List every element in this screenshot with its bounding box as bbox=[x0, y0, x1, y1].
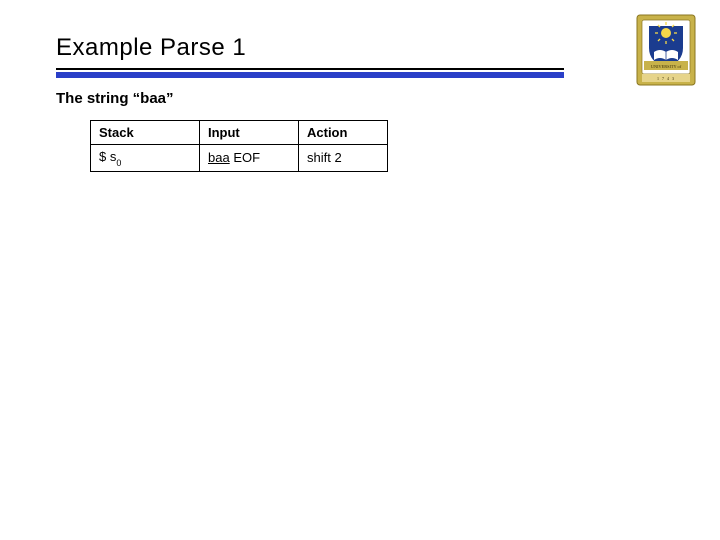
cell-action: shift 2 bbox=[299, 145, 388, 172]
col-header-stack: Stack bbox=[91, 121, 200, 145]
input-underlined: baa bbox=[208, 150, 230, 165]
stack-subscript: 0 bbox=[116, 158, 121, 168]
title-rule-thick bbox=[56, 72, 564, 78]
table-row: $ s0 baa EOF shift 2 bbox=[91, 145, 388, 172]
title-rule-thin bbox=[56, 68, 564, 70]
cell-stack: $ s0 bbox=[91, 145, 200, 172]
stack-text: $ s bbox=[99, 149, 116, 164]
col-header-action: Action bbox=[299, 121, 388, 145]
table-header-row: Stack Input Action bbox=[91, 121, 388, 145]
cell-input: baa EOF bbox=[200, 145, 299, 172]
slide-title: Example Parse 1 bbox=[56, 34, 246, 62]
svg-text:UNIVERSITY of: UNIVERSITY of bbox=[651, 64, 682, 69]
university-logo-icon: UNIVERSITY of 1 7 4 3 bbox=[636, 14, 696, 86]
svg-text:1 7 4 3: 1 7 4 3 bbox=[657, 76, 675, 81]
input-suffix: EOF bbox=[230, 150, 260, 165]
col-header-input: Input bbox=[200, 121, 299, 145]
slide-subtitle: The string “baa” bbox=[56, 90, 174, 107]
parse-table: Stack Input Action $ s0 baa EOF shift 2 bbox=[90, 120, 388, 172]
